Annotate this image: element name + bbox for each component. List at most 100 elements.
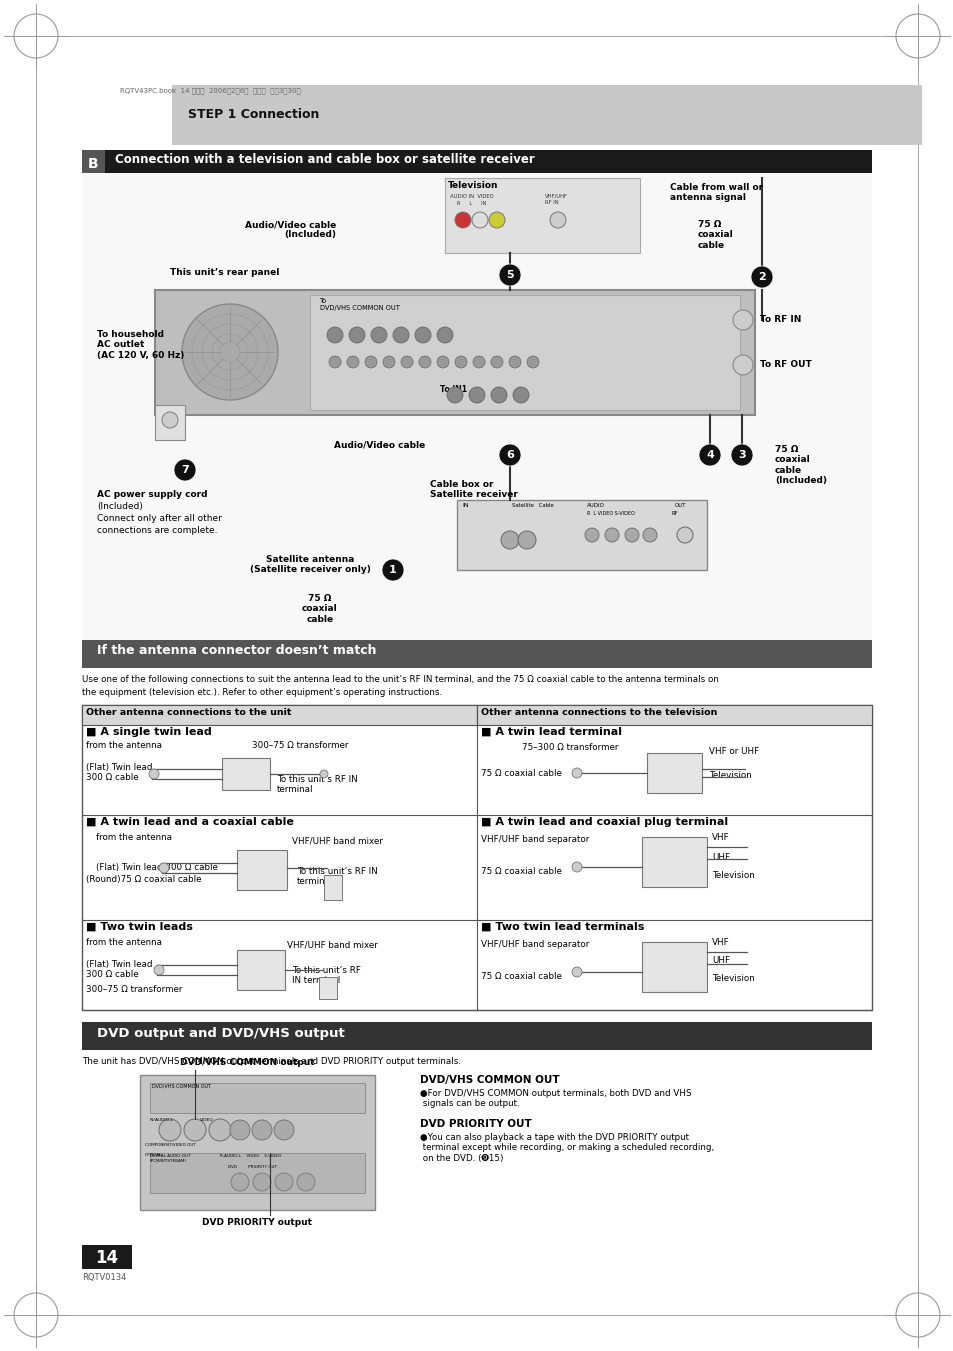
Circle shape: [209, 1119, 231, 1142]
Text: ■ Two twin leads: ■ Two twin leads: [86, 921, 193, 932]
Text: DVD PRIORITY OUT: DVD PRIORITY OUT: [419, 1119, 531, 1129]
Text: R      L      IN: R L IN: [456, 201, 486, 205]
Text: (Flat) Twin lead 300 Ω cable: (Flat) Twin lead 300 Ω cable: [96, 863, 217, 871]
Text: 300–75 Ω transformer: 300–75 Ω transformer: [252, 740, 348, 750]
Bar: [456, 500, 706, 570]
Circle shape: [455, 212, 471, 228]
Text: To RF IN: To RF IN: [760, 315, 801, 324]
Circle shape: [491, 386, 506, 403]
Text: VHF: VHF: [711, 938, 729, 947]
Text: STEP 1 Connection: STEP 1 Connection: [188, 108, 319, 122]
Text: (Round)75 Ω coaxial cable: (Round)75 Ω coaxial cable: [86, 875, 201, 884]
Text: RQTV43PC.book  14 ページ  2006年2朎6日  月曜日  午後3時30分: RQTV43PC.book 14 ページ 2006年2朎6日 月曜日 午後3時3…: [120, 86, 300, 93]
Bar: [82, 150, 105, 173]
Text: Connect only after all other: Connect only after all other: [97, 513, 222, 523]
Text: If the antenna connector doesn’t match: If the antenna connector doesn’t match: [97, 644, 376, 657]
Text: VHF/UHF band separator: VHF/UHF band separator: [480, 940, 589, 948]
Circle shape: [517, 531, 536, 549]
Text: ●You can also playback a tape with the DVD PRIORITY output
 terminal except whil: ●You can also playback a tape with the D…: [419, 1133, 714, 1163]
Bar: [82, 173, 871, 640]
Circle shape: [231, 1173, 249, 1192]
Bar: [82, 705, 871, 1011]
Text: 75 Ω
coaxial
cable: 75 Ω coaxial cable: [698, 220, 733, 250]
Circle shape: [162, 412, 178, 428]
Text: VHF/UHF band separator: VHF/UHF band separator: [480, 835, 589, 844]
Text: Other antenna connections to the unit: Other antenna connections to the unit: [86, 708, 292, 717]
Text: 75 Ω coaxial cable: 75 Ω coaxial cable: [480, 971, 561, 981]
Circle shape: [491, 357, 502, 367]
Bar: [82, 1021, 871, 1050]
Circle shape: [472, 212, 488, 228]
Text: ■ A twin lead terminal: ■ A twin lead terminal: [480, 727, 621, 738]
Text: 75–300 Ω transformer: 75–300 Ω transformer: [521, 743, 618, 753]
Text: 75 Ω
coaxial
cable: 75 Ω coaxial cable: [302, 594, 337, 624]
Circle shape: [550, 212, 565, 228]
Bar: [444, 178, 639, 253]
Circle shape: [329, 357, 340, 367]
Bar: [310, 295, 740, 409]
Circle shape: [436, 357, 449, 367]
Text: Audio/Video cable
(Included): Audio/Video cable (Included): [245, 220, 335, 239]
Circle shape: [498, 263, 520, 286]
Bar: [318, 977, 336, 998]
Text: UHF: UHF: [711, 957, 729, 965]
Text: IN: IN: [461, 503, 468, 508]
Text: COMPONENT/VIDEO OUT: COMPONENT/VIDEO OUT: [145, 1143, 195, 1147]
Text: 75 Ω
coaxial
cable
(Included): 75 Ω coaxial cable (Included): [774, 444, 826, 485]
Circle shape: [347, 357, 358, 367]
Text: Cable from wall or
antenna signal: Cable from wall or antenna signal: [669, 182, 762, 203]
Circle shape: [572, 767, 581, 778]
Circle shape: [732, 309, 752, 330]
Text: VHF/UHF band mixer: VHF/UHF band mixer: [292, 838, 382, 846]
Bar: [646, 753, 701, 793]
Text: ■ A single twin lead: ■ A single twin lead: [86, 727, 212, 738]
Text: DIGITAL AUDIO OUT
(PCM/BITSTREAM): DIGITAL AUDIO OUT (PCM/BITSTREAM): [150, 1154, 191, 1163]
Circle shape: [730, 444, 752, 466]
Circle shape: [382, 357, 395, 367]
Text: 14: 14: [95, 1250, 118, 1267]
Text: To this unit’s RF
IN terminal: To this unit’s RF IN terminal: [292, 966, 360, 985]
Text: This unit’s rear panel: This unit’s rear panel: [170, 267, 279, 277]
Circle shape: [182, 304, 277, 400]
Text: from the antenna: from the antenna: [96, 834, 172, 842]
Text: Television: Television: [711, 871, 754, 880]
Text: ■ Two twin lead terminals: ■ Two twin lead terminals: [480, 921, 643, 932]
Circle shape: [149, 769, 159, 780]
Text: RF: RF: [671, 511, 678, 516]
Circle shape: [159, 863, 169, 873]
Text: Cable box or
Satellite receiver: Cable box or Satellite receiver: [430, 480, 517, 500]
Circle shape: [349, 327, 365, 343]
Text: ●For DVD/VHS COMMON output terminals, both DVD and VHS
 signals can be output.: ●For DVD/VHS COMMON output terminals, bo…: [419, 1089, 691, 1108]
Text: Television: Television: [708, 771, 751, 780]
Bar: [82, 640, 871, 667]
Bar: [172, 85, 921, 145]
Text: 3: 3: [738, 450, 745, 459]
Text: DVD         PRIORITY OUT: DVD PRIORITY OUT: [228, 1165, 276, 1169]
Circle shape: [677, 527, 692, 543]
Text: (Flat) Twin lead
300 Ω cable: (Flat) Twin lead 300 Ω cable: [86, 961, 152, 979]
Text: OPTICAL: OPTICAL: [145, 1152, 162, 1156]
Text: DVD/VHS COMMON OUT: DVD/VHS COMMON OUT: [419, 1075, 559, 1085]
Circle shape: [498, 444, 520, 466]
Text: 7: 7: [181, 465, 189, 476]
Circle shape: [604, 528, 618, 542]
Circle shape: [274, 1120, 294, 1140]
Text: Audio/Video cable: Audio/Video cable: [334, 440, 424, 449]
Text: Television: Television: [711, 974, 754, 984]
Circle shape: [489, 212, 504, 228]
Circle shape: [159, 1119, 181, 1142]
Circle shape: [153, 965, 164, 975]
Text: To this unit’s RF IN
terminal: To this unit’s RF IN terminal: [296, 867, 377, 886]
Text: R  L VIDEO S-VIDEO: R L VIDEO S-VIDEO: [586, 511, 634, 516]
Circle shape: [400, 357, 413, 367]
Bar: [222, 758, 270, 790]
Circle shape: [436, 327, 453, 343]
Circle shape: [253, 1173, 271, 1192]
Circle shape: [509, 357, 520, 367]
Text: 75 Ω coaxial cable: 75 Ω coaxial cable: [480, 867, 561, 875]
Text: To household
AC outlet
(AC 120 V, 60 Hz): To household AC outlet (AC 120 V, 60 Hz): [97, 330, 184, 359]
Bar: [476, 705, 871, 725]
Circle shape: [624, 528, 639, 542]
Circle shape: [327, 327, 343, 343]
Text: 75 Ω coaxial cable: 75 Ω coaxial cable: [480, 769, 561, 778]
